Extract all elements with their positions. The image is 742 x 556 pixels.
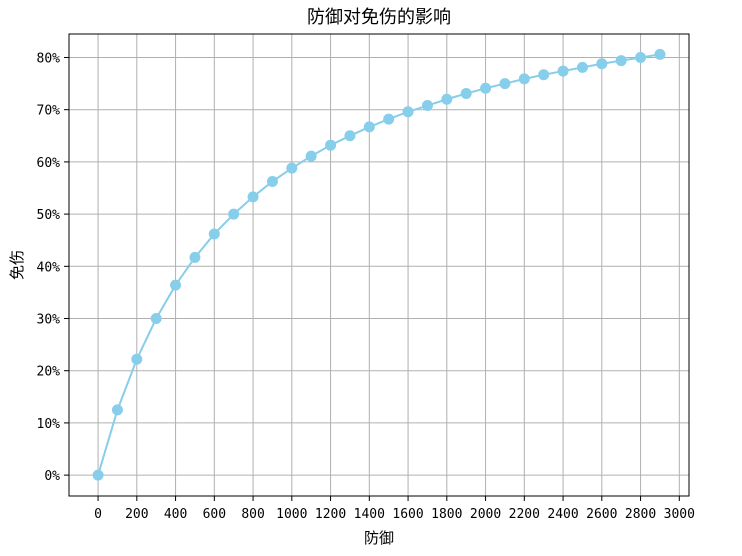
data-point xyxy=(654,48,666,60)
data-point xyxy=(441,93,453,105)
data-point xyxy=(228,208,240,220)
data-point xyxy=(557,65,569,77)
data-point xyxy=(363,121,375,133)
x-axis-label: 防御 xyxy=(364,529,394,547)
chart-title: 防御对免伤的影响 xyxy=(307,7,451,28)
x-tick-label: 2400 xyxy=(547,507,578,522)
y-axis-label: 免伤 xyxy=(8,250,26,280)
grid xyxy=(69,34,689,496)
x-tick-label: 1200 xyxy=(315,507,346,522)
data-point xyxy=(421,100,433,112)
y-tick-label: 60% xyxy=(37,156,61,171)
x-tick-label: 1800 xyxy=(431,507,462,522)
data-point xyxy=(344,130,356,142)
data-point xyxy=(460,88,472,100)
data-point xyxy=(538,69,550,81)
plot-frame xyxy=(68,33,690,497)
x-tick-label: 800 xyxy=(241,507,264,522)
y-tick-label: 0% xyxy=(44,469,60,484)
data-point xyxy=(480,82,492,94)
data-point xyxy=(383,113,395,125)
data-point xyxy=(325,139,337,151)
data-point xyxy=(402,106,414,118)
data-point xyxy=(305,150,317,162)
data-point xyxy=(208,228,220,240)
x-tick-label: 2000 xyxy=(470,507,501,522)
data-point xyxy=(518,73,530,85)
data-point xyxy=(247,191,259,203)
data-point xyxy=(189,251,201,263)
x-tick-label: 2800 xyxy=(625,507,656,522)
y-tick-label: 40% xyxy=(37,260,61,275)
data-point xyxy=(170,279,182,291)
data-point xyxy=(266,175,278,187)
y-tick-label: 30% xyxy=(37,313,61,328)
data-point xyxy=(635,51,647,63)
data-point xyxy=(111,404,123,416)
x-tick-label: 2200 xyxy=(509,507,540,522)
y-tick-label: 10% xyxy=(37,417,61,432)
x-tick-label: 1000 xyxy=(276,507,307,522)
data-point xyxy=(615,55,627,67)
x-tick-label: 2600 xyxy=(586,507,617,522)
data-point xyxy=(286,162,298,174)
data-point xyxy=(150,313,162,325)
x-tick-label: 3000 xyxy=(664,507,695,522)
series-layer xyxy=(92,48,666,481)
y-tick-label: 50% xyxy=(37,208,61,223)
data-point xyxy=(92,469,104,481)
y-tick-label: 20% xyxy=(37,365,61,380)
data-point xyxy=(596,58,608,70)
data-point xyxy=(576,61,588,73)
data-point xyxy=(499,78,511,90)
ticks: 0 200 400 600 800 1000 1200 1400 1600 1800 2000 220… xyxy=(37,51,695,522)
data-point xyxy=(131,353,143,365)
x-tick-label: 600 xyxy=(203,507,226,522)
x-tick-label: 1400 xyxy=(354,507,385,522)
x-tick-label: 1600 xyxy=(392,507,423,522)
x-tick-label: 200 xyxy=(125,507,148,522)
x-tick-label: 400 xyxy=(164,507,187,522)
y-tick-label: 70% xyxy=(37,104,61,119)
x-tick-label: 0 xyxy=(94,507,102,522)
y-tick-label: 80% xyxy=(37,51,61,66)
